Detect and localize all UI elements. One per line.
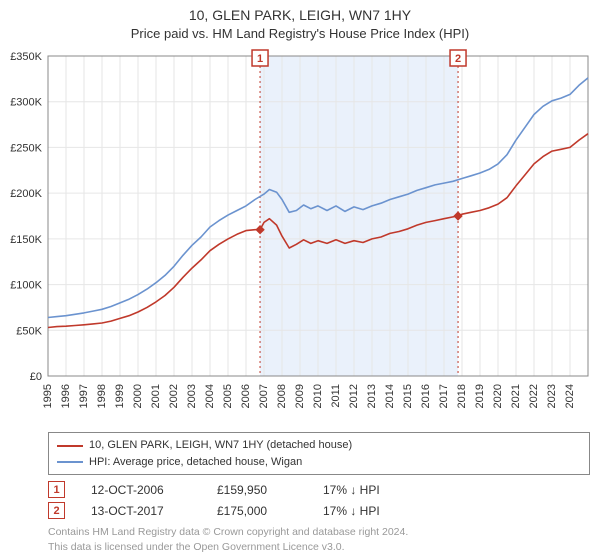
svg-text:1996: 1996 [60, 384, 72, 408]
svg-text:2004: 2004 [204, 384, 216, 408]
svg-text:£250K: £250K [10, 143, 42, 155]
svg-text:2023: 2023 [546, 384, 558, 408]
svg-text:2016: 2016 [420, 384, 432, 408]
svg-text:2013: 2013 [366, 384, 378, 408]
transaction-rows: 1 12-OCT-2006 £159,950 17% ↓ HPI 2 13-OCT-201… [48, 481, 590, 519]
svg-text:1998: 1998 [96, 384, 108, 408]
svg-text:£350K: £350K [10, 51, 42, 63]
svg-text:£200K: £200K [10, 189, 42, 201]
marker-box-icon: 1 [48, 481, 65, 498]
svg-text:2020: 2020 [492, 384, 504, 408]
legend: 10, GLEN PARK, LEIGH, WN7 1HY (detached … [48, 432, 590, 475]
legend-swatch [57, 445, 83, 447]
svg-text:£50K: £50K [16, 326, 42, 338]
svg-text:1997: 1997 [78, 384, 90, 408]
transaction-date: 13-OCT-2017 [91, 504, 191, 518]
title-sub: Price paid vs. HM Land Registry's House … [0, 25, 600, 43]
svg-text:2015: 2015 [402, 384, 414, 408]
svg-text:2009: 2009 [294, 384, 306, 408]
svg-text:2006: 2006 [240, 384, 252, 408]
svg-text:2011: 2011 [330, 384, 342, 408]
transaction-date: 12-OCT-2006 [91, 483, 191, 497]
legend-item: HPI: Average price, detached house, Wiga… [57, 454, 581, 471]
svg-text:£150K: £150K [10, 234, 42, 246]
legend-label: HPI: Average price, detached house, Wiga… [89, 454, 302, 471]
legend-swatch [57, 461, 83, 463]
svg-text:2005: 2005 [222, 384, 234, 408]
svg-text:1999: 1999 [114, 384, 126, 408]
transaction-price: £159,950 [217, 483, 297, 497]
title-main: 10, GLEN PARK, LEIGH, WN7 1HY [0, 6, 600, 25]
marker-box-icon: 2 [48, 502, 65, 519]
svg-text:2017: 2017 [438, 384, 450, 408]
transaction-row: 2 13-OCT-2017 £175,000 17% ↓ HPI [48, 502, 590, 519]
svg-text:£0: £0 [30, 371, 42, 383]
chart-area: £0 £50K £100K £150K £200K £250K £300K £350K 1995… [0, 48, 600, 428]
svg-text:2008: 2008 [276, 384, 288, 408]
footer: Contains HM Land Registry data © Crown c… [48, 525, 590, 553]
chart-titles: 10, GLEN PARK, LEIGH, WN7 1HY Price paid… [0, 0, 600, 42]
svg-text:2001: 2001 [150, 384, 162, 408]
transaction-row: 1 12-OCT-2006 £159,950 17% ↓ HPI [48, 481, 590, 498]
svg-text:2007: 2007 [258, 384, 270, 408]
legend-label: 10, GLEN PARK, LEIGH, WN7 1HY (detached … [89, 437, 352, 454]
footer-line-1: Contains HM Land Registry data © Crown c… [48, 525, 590, 539]
svg-text:2024: 2024 [564, 384, 576, 408]
footer-line-2: This data is licensed under the Open Gov… [48, 540, 590, 554]
svg-text:2022: 2022 [528, 384, 540, 408]
svg-text:2014: 2014 [384, 384, 396, 408]
transaction-delta: 17% ↓ HPI [323, 504, 380, 518]
svg-text:£100K: £100K [10, 280, 42, 292]
svg-text:2019: 2019 [474, 384, 486, 408]
svg-text:2012: 2012 [348, 384, 360, 408]
svg-text:2: 2 [455, 53, 461, 65]
svg-text:£300K: £300K [10, 97, 42, 109]
svg-text:2000: 2000 [132, 384, 144, 408]
svg-text:2002: 2002 [168, 384, 180, 408]
svg-text:2018: 2018 [456, 384, 468, 408]
line-chart: £0 £50K £100K £150K £200K £250K £300K £350K 1995… [0, 48, 600, 428]
svg-text:1: 1 [257, 53, 263, 65]
legend-item: 10, GLEN PARK, LEIGH, WN7 1HY (detached … [57, 437, 581, 454]
svg-text:2010: 2010 [312, 384, 324, 408]
transaction-price: £175,000 [217, 504, 297, 518]
svg-text:1995: 1995 [42, 384, 54, 408]
svg-text:2003: 2003 [186, 384, 198, 408]
svg-text:2021: 2021 [510, 384, 522, 408]
transaction-delta: 17% ↓ HPI [323, 483, 380, 497]
